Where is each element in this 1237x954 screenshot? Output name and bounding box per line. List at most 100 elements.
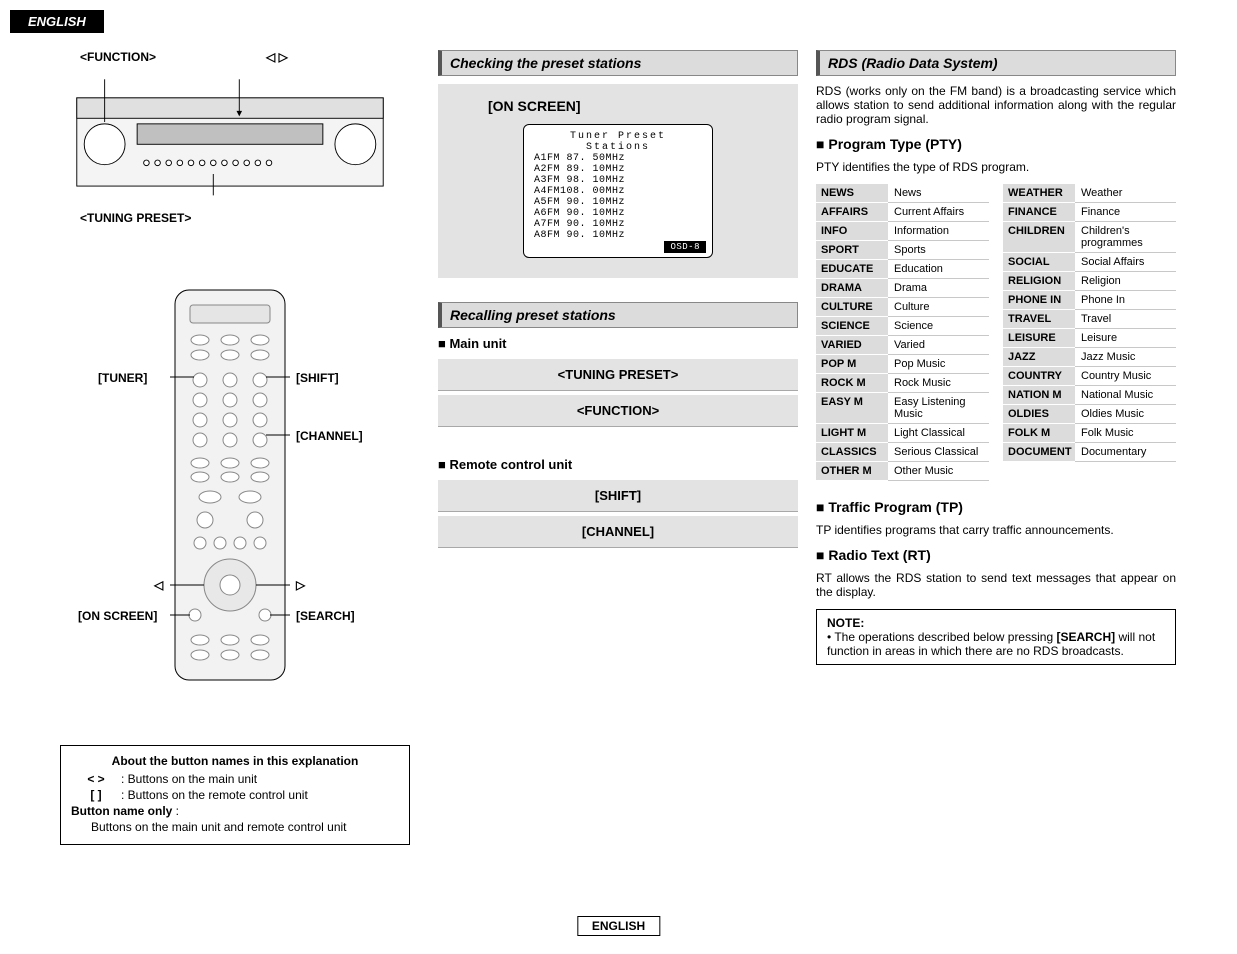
pty-desc: Light Classical: [888, 424, 989, 443]
pty-row: INFOInformation: [816, 222, 989, 241]
pty-desc: Jazz Music: [1075, 348, 1176, 367]
pty-row: EDUCATEEducation: [816, 260, 989, 279]
pty-code: SCIENCE: [816, 317, 888, 336]
pty-code: LEISURE: [1003, 329, 1075, 348]
column-left: <FUNCTION> ◁ ▷ <TUNING PRESET>: [60, 50, 420, 845]
remote-label-tuner: [TUNER]: [98, 371, 147, 385]
pty-code: DOCUMENT: [1003, 443, 1075, 462]
pty-desc: Children's programmes: [1075, 222, 1176, 253]
pty-desc: Culture: [888, 298, 989, 317]
note-box: NOTE: • The operations described below p…: [816, 609, 1176, 665]
pty-code: FINANCE: [1003, 203, 1075, 222]
pty-code: SOCIAL: [1003, 253, 1075, 272]
pty-code: RELIGION: [1003, 272, 1075, 291]
pty-row: TRAVELTravel: [1003, 310, 1176, 329]
pty-code: DRAMA: [816, 279, 888, 298]
pty-row: AFFAIRSCurrent Affairs: [816, 203, 989, 222]
pty-desc: Weather: [1075, 184, 1176, 203]
sec-checking-preset: Checking the preset stations: [438, 50, 798, 76]
pty-row: CLASSICSSerious Classical: [816, 443, 989, 462]
pty-row: VARIEDVaried: [816, 336, 989, 355]
pty-code: JAZZ: [1003, 348, 1075, 367]
pty-desc: Current Affairs: [888, 203, 989, 222]
sec-rds: RDS (Radio Data System): [816, 50, 1176, 76]
about-box: About the button names in this explanati…: [60, 745, 410, 845]
sub-pty: Program Type (PTY): [816, 136, 1176, 152]
pty-row: EASY MEasy Listening Music: [816, 393, 989, 424]
pty-code: VARIED: [816, 336, 888, 355]
pty-row: NEWSNews: [816, 184, 989, 203]
label-function: <FUNCTION>: [80, 50, 156, 64]
pty-desc: Sports: [888, 241, 989, 260]
pty-code: CULTURE: [816, 298, 888, 317]
note-label: NOTE:: [827, 616, 864, 630]
note-bold: [SEARCH]: [1056, 630, 1115, 644]
pty-row: WEATHERWeather: [1003, 184, 1176, 203]
sec-recalling-preset: Recalling preset stations: [438, 302, 798, 328]
pty-row: OTHER MOther Music: [816, 462, 989, 481]
rt-para: RT allows the RDS station to send text m…: [816, 571, 1176, 599]
pty-row: SOCIALSocial Affairs: [1003, 253, 1176, 272]
pty-row: NATION MNational Music: [1003, 386, 1176, 405]
pty-desc: Science: [888, 317, 989, 336]
remote-label-shift: [SHIFT]: [296, 371, 339, 385]
pty-row: JAZZJazz Music: [1003, 348, 1176, 367]
pty-desc: Country Music: [1075, 367, 1176, 386]
pty-desc: Oldies Music: [1075, 405, 1176, 424]
pty-code: EDUCATE: [816, 260, 888, 279]
pty-code: PHONE IN: [1003, 291, 1075, 310]
column-right: RDS (Radio Data System) RDS (works only …: [816, 50, 1176, 845]
about-title: About the button names in this explanati…: [71, 754, 399, 768]
pty-row: DRAMADrama: [816, 279, 989, 298]
pty-desc: Folk Music: [1075, 424, 1176, 443]
label-tuning-preset: <TUNING PRESET>: [60, 211, 420, 225]
sub-rt: Radio Text (RT): [816, 547, 1176, 563]
tp-para: TP identifies programs that carry traffi…: [816, 523, 1176, 537]
about-txt-angle: : Buttons on the main unit: [121, 772, 257, 786]
pty-desc: Religion: [1075, 272, 1176, 291]
about-sym-angle: < >: [71, 772, 121, 786]
pty-code: SPORT: [816, 241, 888, 260]
pty-desc: Social Affairs: [1075, 253, 1176, 272]
sub-tp: Traffic Program (TP): [816, 499, 1176, 515]
pty-table: NEWSNewsAFFAIRSCurrent AffairsINFOInform…: [816, 184, 1176, 481]
pty-row: CULTURECulture: [816, 298, 989, 317]
pty-desc: Travel: [1075, 310, 1176, 329]
step-tuning-preset: <TUNING PRESET>: [438, 359, 798, 391]
label-arrows: ◁ ▷: [266, 50, 288, 64]
pty-desc: Finance: [1075, 203, 1176, 222]
about-sym-bracket: [ ]: [71, 788, 121, 802]
pty-row: FOLK MFolk Music: [1003, 424, 1176, 443]
step-shift: [SHIFT]: [438, 480, 798, 512]
pty-row: SCIENCEScience: [816, 317, 989, 336]
pty-code: CHILDREN: [1003, 222, 1075, 253]
pty-row: ROCK MRock Music: [816, 374, 989, 393]
pty-code: EASY M: [816, 393, 888, 424]
footer-language: ENGLISH: [577, 916, 660, 936]
pty-row: PHONE INPhone In: [1003, 291, 1176, 310]
pty-code: WEATHER: [1003, 184, 1075, 203]
pty-desc: News: [888, 184, 989, 203]
pty-code: COUNTRY: [1003, 367, 1075, 386]
pty-code: CLASSICS: [816, 443, 888, 462]
pty-code: TRAVEL: [1003, 310, 1075, 329]
onscreen-frame: [ON SCREEN] Tuner Preset Stations A1FM 8…: [438, 84, 798, 278]
pty-para: PTY identifies the type of RDS program.: [816, 160, 1176, 174]
pty-code: ROCK M: [816, 374, 888, 393]
note-text1: The operations described below pressing: [834, 630, 1056, 644]
pty-row: LIGHT MLight Classical: [816, 424, 989, 443]
pty-code: POP M: [816, 355, 888, 374]
pty-row: CHILDRENChildren's programmes: [1003, 222, 1176, 253]
pty-row: SPORTSports: [816, 241, 989, 260]
rds-para: RDS (works only on the FM band) is a bro…: [816, 84, 1176, 126]
pty-desc: Easy Listening Music: [888, 393, 989, 424]
pty-desc: Pop Music: [888, 355, 989, 374]
step-function: <FUNCTION>: [438, 395, 798, 427]
pty-desc: Varied: [888, 336, 989, 355]
remote-label-search: [SEARCH]: [296, 609, 355, 623]
sub-main-unit: Main unit: [438, 336, 798, 351]
language-tab: ENGLISH: [10, 10, 104, 33]
pty-desc: National Music: [1075, 386, 1176, 405]
remote-illustration: [170, 285, 290, 685]
pty-desc: Documentary: [1075, 443, 1176, 462]
